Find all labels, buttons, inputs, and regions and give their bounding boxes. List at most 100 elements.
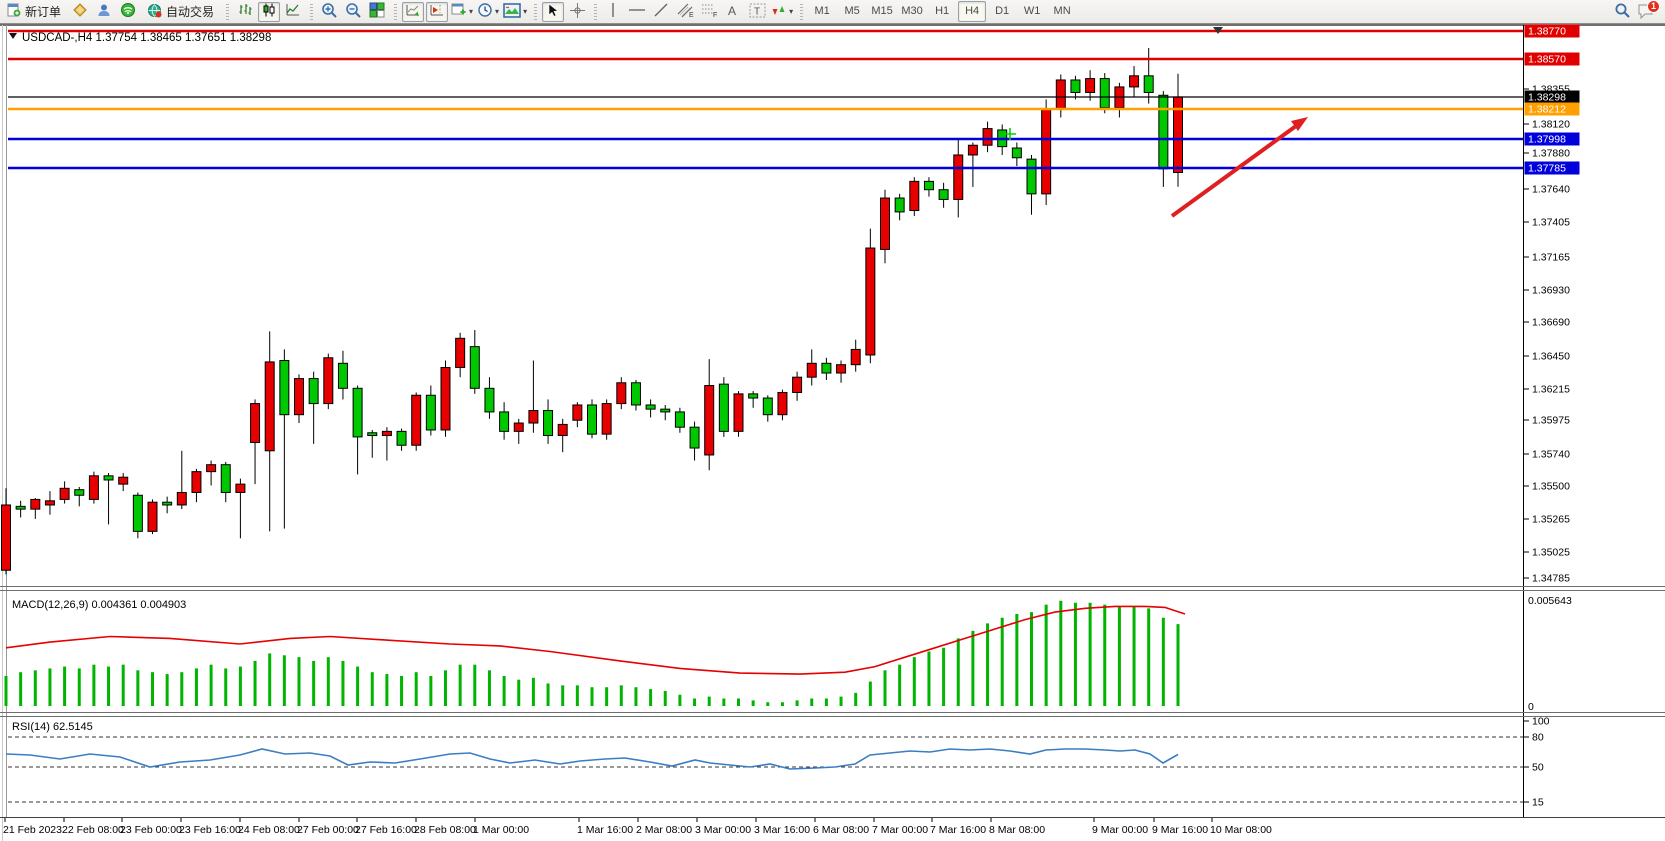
new-order-label: 新订单 — [25, 5, 62, 19]
time-axis-label: 2 Mar 08:00 — [636, 824, 692, 836]
chevron-down-icon: ▾ — [789, 7, 794, 16]
chart-shift-marker[interactable] — [1213, 27, 1223, 34]
time-axis-label: 7 Mar 00:00 — [872, 824, 928, 836]
market-watch-button[interactable] — [69, 2, 91, 22]
chevron-down-icon: ▾ — [495, 7, 500, 16]
new-order-button[interactable]: 新订单 — [1, 2, 67, 22]
macd-scale-zero: 0 — [1528, 701, 1534, 713]
panel-splitter[interactable] — [0, 586, 1665, 591]
toolbar-grip — [394, 3, 398, 20]
cursor-icon — [546, 2, 560, 21]
toolbar-grip — [534, 3, 538, 20]
price-tick-label: 1.35975 — [1532, 415, 1570, 427]
auto-scroll-icon — [405, 2, 421, 21]
fibonacci-tool-button[interactable]: F — [698, 2, 720, 22]
price-tick-label: 1.38120 — [1532, 119, 1570, 131]
timeframe-d1-button[interactable]: D1 — [995, 5, 1010, 17]
svg-text:T: T — [754, 6, 760, 17]
text-label-tool-button[interactable]: T — [746, 2, 768, 22]
template-button[interactable]: ▾ — [502, 2, 528, 22]
new-chart-button[interactable]: ▾ — [450, 2, 474, 22]
cursor-tool-button[interactable] — [542, 1, 565, 22]
timeframe-m15-button[interactable]: M15 — [871, 5, 893, 17]
svg-text:A: A — [728, 4, 736, 18]
new-order-icon — [7, 3, 21, 20]
time-axis-label: 9 Mar 16:00 — [1152, 824, 1208, 836]
rsi-scale-label: 80 — [1532, 732, 1544, 744]
price-tick-label: 1.37165 — [1532, 252, 1570, 264]
arrows-tool-button[interactable]: ▾ — [770, 2, 794, 22]
price-tick-label: 1.36690 — [1532, 317, 1570, 329]
auto-scroll-button[interactable] — [402, 1, 425, 22]
price-tick-label: 1.36930 — [1532, 285, 1570, 297]
text-a-icon: A — [726, 3, 740, 21]
equidistant-channel-icon: E — [676, 2, 694, 21]
time-axis-label: 9 Mar 00:00 — [1092, 824, 1148, 836]
panel-splitter[interactable] — [0, 712, 1665, 717]
price-tick-label: 1.36215 — [1532, 384, 1570, 396]
horizontal-line-tool-button[interactable] — [626, 2, 648, 22]
chart-shift-button[interactable] — [426, 1, 449, 22]
terminal-button[interactable] — [117, 2, 139, 22]
time-axis-label: 8 Mar 08:00 — [989, 824, 1045, 836]
toolbar-grip — [226, 3, 230, 20]
notifications-button[interactable]: 1 — [1635, 0, 1660, 22]
timeframe-w1-button[interactable]: W1 — [1023, 5, 1041, 17]
new-chart-icon — [451, 2, 467, 21]
timeframe-h1-button[interactable]: H1 — [935, 5, 950, 17]
horizontal-level-lines[interactable] — [8, 29, 1523, 170]
price-tick-label: 1.35025 — [1532, 547, 1570, 559]
signal-icon — [120, 2, 136, 21]
search-button[interactable] — [1611, 2, 1633, 22]
trend-arrow-object[interactable] — [1170, 117, 1308, 218]
rsi-scale-label: 50 — [1532, 762, 1544, 774]
tile-windows-icon — [369, 2, 385, 21]
chevron-down-icon: ▾ — [469, 7, 474, 16]
price-tick-label: 1.35740 — [1532, 449, 1570, 461]
text-tool-button[interactable]: A — [722, 2, 744, 22]
trendline-icon — [653, 2, 669, 21]
bar-chart-type-button[interactable] — [234, 2, 256, 22]
trendline-tool-button[interactable] — [650, 2, 672, 22]
timeframe-mn-button[interactable]: MN — [1053, 5, 1071, 17]
svg-text:E: E — [689, 12, 694, 18]
timeframe-h4-button[interactable]: H4 — [958, 1, 987, 22]
candlestick-series — [1, 48, 1183, 575]
macd-scale-max: 0.005643 — [1528, 595, 1572, 607]
time-axis-label: 1 Mar 00:00 — [473, 824, 529, 836]
time-axis-label: 10 Mar 08:00 — [1210, 824, 1272, 836]
equidistant-channel-tool-button[interactable]: E — [674, 2, 696, 22]
toolbar-grip — [594, 3, 598, 20]
macd-label: MACD(12,26,9) 0.004361 0.004903 — [12, 599, 186, 611]
price-level-label: 1.37998 — [1528, 134, 1566, 146]
candlestick-chart-type-button[interactable] — [258, 1, 281, 22]
timeframe-m5-button[interactable]: M5 — [844, 5, 860, 17]
plus-marker-object[interactable] — [1004, 128, 1016, 140]
line-chart-type-button[interactable] — [282, 2, 304, 22]
period-button[interactable]: ▾ — [476, 2, 500, 22]
clock-icon — [477, 2, 493, 21]
arrows-icon — [771, 3, 787, 21]
navigator-icon — [96, 2, 112, 21]
time-axis-label: 27 Feb 00:00 — [297, 824, 359, 836]
crosshair-icon — [569, 2, 586, 22]
zoom-out-button[interactable] — [342, 2, 364, 22]
price-axis[interactable]: 1.387701.385701.383551.382981.382121.381… — [1524, 24, 1580, 585]
chart-window[interactable]: 1.387701.385701.383551.382981.382121.381… — [0, 24, 1665, 841]
navigator-button[interactable] — [93, 2, 115, 22]
autotrade-button[interactable]: 自动交易 — [141, 2, 220, 22]
price-level-label: 1.38570 — [1528, 54, 1566, 66]
autotrade-label: 自动交易 — [166, 5, 215, 19]
price-level-label: 1.38770 — [1528, 26, 1566, 38]
chart-menu-triangle-icon[interactable] — [9, 33, 17, 39]
timeframe-m30-button[interactable]: M30 — [901, 5, 923, 17]
tile-windows-button[interactable] — [366, 2, 388, 22]
horizontal-line-icon — [628, 3, 646, 20]
svg-text:F: F — [713, 12, 717, 18]
vertical-line-tool-button[interactable] — [602, 2, 624, 22]
time-axis-label: 27 Feb 16:00 — [355, 824, 417, 836]
crosshair-tool-button[interactable] — [566, 2, 588, 22]
zoom-in-button[interactable] — [318, 2, 340, 22]
timeframe-m1-button[interactable]: M1 — [814, 5, 830, 17]
